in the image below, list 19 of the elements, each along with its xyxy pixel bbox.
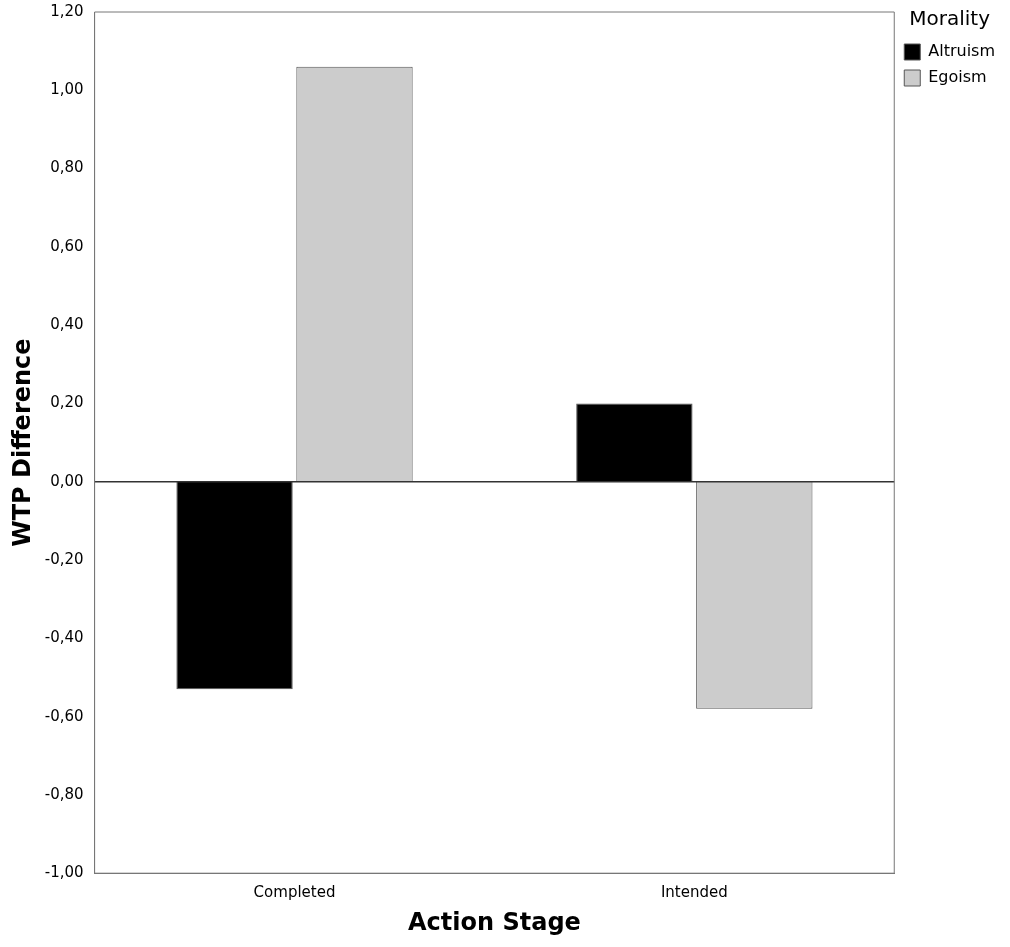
x-axis-title: Action Stage: [408, 907, 581, 936]
y-tick-label: -0,20: [44, 549, 84, 568]
y-tick-label: 0,20: [50, 393, 84, 412]
y-tick-label: 0,80: [50, 158, 84, 177]
y-tick-label: 0,00: [50, 471, 84, 490]
y-tick-label: -1,00: [44, 863, 84, 882]
legend-title: Morality: [909, 6, 991, 31]
y-tick-label: 1,20: [50, 1, 84, 20]
y-tick-label: -0,80: [44, 784, 84, 803]
y-tick-label: 0,60: [50, 236, 84, 255]
x-tick-label: Intended: [660, 883, 728, 902]
y-tick-label: 1,00: [50, 80, 84, 99]
y-tick-label: 0,40: [50, 315, 84, 334]
y-tick-label: -0,40: [44, 628, 84, 647]
legend-label: Egoism: [928, 67, 987, 87]
y-axis-title: WTP Difference: [7, 338, 36, 547]
x-tick-label: Completed: [253, 883, 336, 902]
legend-label: Altruism: [928, 41, 995, 61]
y-tick-label: -0,60: [44, 706, 84, 725]
